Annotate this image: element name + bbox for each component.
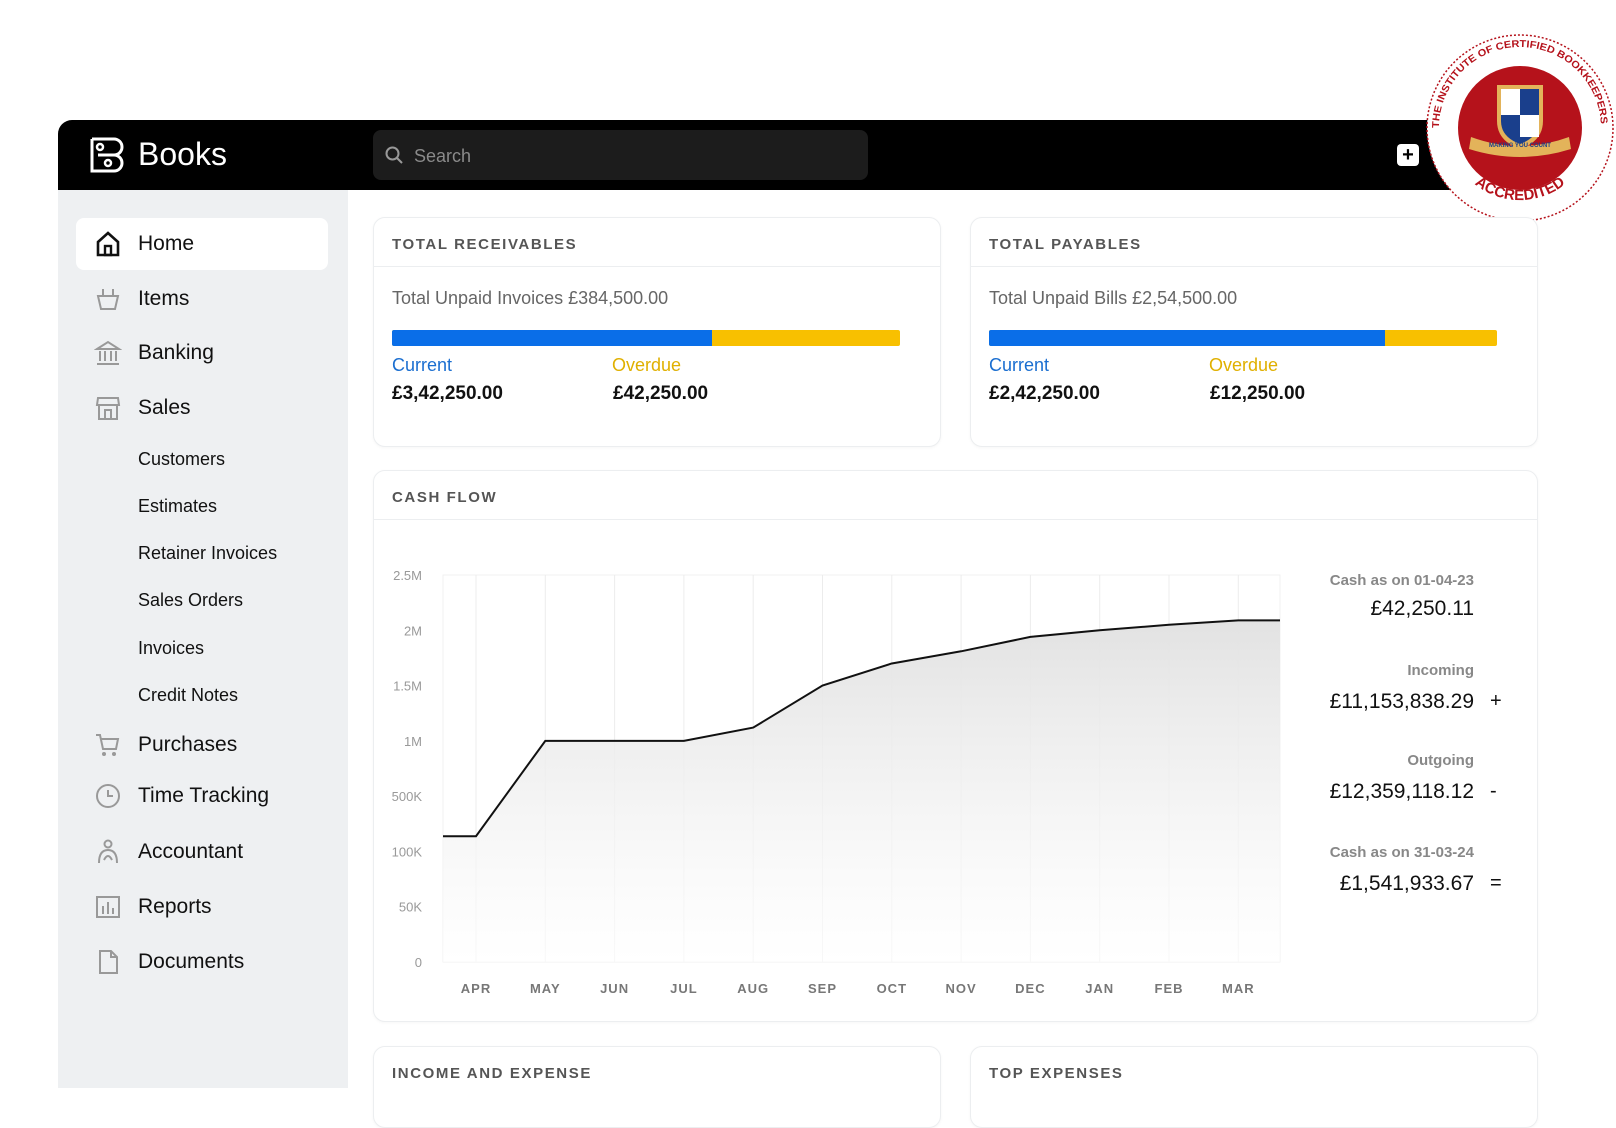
cart-icon xyxy=(94,731,122,759)
overdue-label: Overdue xyxy=(1209,355,1278,376)
overdue-label: Overdue xyxy=(612,355,681,376)
sidebar-item-reports[interactable]: Reports xyxy=(76,885,328,929)
person-icon xyxy=(94,838,122,866)
search-input[interactable] xyxy=(412,138,856,174)
summary-operator: + xyxy=(1490,690,1502,713)
sidebar-item-time-tracking[interactable]: Time Tracking xyxy=(76,774,328,818)
sidebar-item-label: Time Tracking xyxy=(138,784,269,808)
card-title: TOTAL RECEIVABLES xyxy=(392,236,577,253)
overdue-amount: £12,250.00 xyxy=(1210,383,1305,405)
summary-label: Cash as on 31-03-24 xyxy=(1330,844,1474,861)
summary-value: £11,153,838.29 xyxy=(1330,690,1474,714)
sidebar-item-purchases[interactable]: Purchases xyxy=(76,723,328,767)
bank-icon xyxy=(94,339,122,367)
card-title: TOP EXPENSES xyxy=(989,1065,1124,1082)
sidebar-item-label: Estimates xyxy=(138,495,217,517)
summary-operator: - xyxy=(1490,780,1497,803)
document-icon xyxy=(94,948,122,976)
summary-value: £1,541,933.67 xyxy=(1340,872,1474,896)
total-unpaid-bills: Total Unpaid Bills £2,54,500.00 xyxy=(989,288,1237,309)
total-receivables-card: TOTAL RECEIVABLES Total Unpaid Invoices … xyxy=(373,217,941,447)
sidebar-item-customers[interactable]: Customers xyxy=(76,437,328,481)
sidebar-item-label: Invoices xyxy=(138,637,204,659)
sidebar-item-sales-orders[interactable]: Sales Orders xyxy=(76,578,328,622)
basket-icon xyxy=(94,285,122,313)
divider xyxy=(971,266,1537,267)
badge-motto: MAKING YOU COUNT xyxy=(1489,143,1551,149)
search-icon xyxy=(384,145,404,165)
receivables-progress-bar xyxy=(392,330,900,346)
summary-value: £42,250.11 xyxy=(1370,597,1474,621)
divider xyxy=(374,266,940,267)
top-expenses-card: TOP EXPENSES xyxy=(970,1046,1538,1128)
sidebar-item-label: Sales Orders xyxy=(138,589,243,611)
clock-icon xyxy=(94,782,122,810)
cash-flow-card: CASH FLOW xyxy=(373,470,1538,1022)
total-payables-card: TOTAL PAYABLES Total Unpaid Bills £2,54,… xyxy=(970,217,1538,447)
home-icon xyxy=(94,230,122,258)
sidebar-item-label: Credit Notes xyxy=(138,684,238,706)
total-unpaid-invoices: Total Unpaid Invoices £384,500.00 xyxy=(392,288,668,309)
current-amount: £2,42,250.00 xyxy=(989,383,1100,405)
sidebar-item-label: Reports xyxy=(138,895,212,919)
card-title: CASH FLOW xyxy=(392,489,497,506)
sidebar-item-documents[interactable]: Documents xyxy=(76,940,328,984)
app-title: Books xyxy=(138,136,227,173)
divider xyxy=(374,519,1537,520)
summary-operator: = xyxy=(1490,872,1502,895)
current-fill xyxy=(989,330,1385,346)
sidebar-item-label: Home xyxy=(138,232,194,256)
sidebar-item-items[interactable]: Items xyxy=(76,277,328,321)
sidebar-item-retainer-invoices[interactable]: Retainer Invoices xyxy=(76,531,328,575)
summary-value: £12,359,118.12 xyxy=(1330,780,1474,804)
sidebar-item-label: Banking xyxy=(138,341,214,365)
sidebar-item-credit-notes[interactable]: Credit Notes xyxy=(76,673,328,717)
card-title: INCOME AND EXPENSE xyxy=(392,1065,592,1082)
sidebar-item-label: Items xyxy=(138,287,189,311)
sidebar-item-label: Sales xyxy=(138,396,191,420)
sidebar-item-home[interactable]: Home xyxy=(76,218,328,270)
current-label: Current xyxy=(989,355,1049,376)
summary-label: Incoming xyxy=(1407,662,1474,679)
sidebar-item-label: Purchases xyxy=(138,733,237,757)
add-new-button[interactable]: + xyxy=(1397,144,1419,166)
books-logo-icon xyxy=(86,135,126,175)
sidebar-item-label: Retainer Invoices xyxy=(138,542,277,564)
income-expense-card: INCOME AND EXPENSE xyxy=(373,1046,941,1128)
store-icon xyxy=(94,394,122,422)
sidebar-item-label: Customers xyxy=(138,448,225,470)
sidebar-item-estimates[interactable]: Estimates xyxy=(76,484,328,528)
payables-progress-bar xyxy=(989,330,1497,346)
sidebar-item-banking[interactable]: Banking xyxy=(76,331,328,375)
card-title: TOTAL PAYABLES xyxy=(989,236,1142,253)
sidebar-item-sales[interactable]: Sales xyxy=(76,386,328,430)
accreditation-badge: MAKING YOU COUNT THE INSTITUTE OF CERTIF… xyxy=(1425,33,1615,223)
sidebar-item-invoices[interactable]: Invoices xyxy=(76,626,328,670)
sidebar-item-label: Documents xyxy=(138,950,244,974)
summary-label: Outgoing xyxy=(1407,752,1474,769)
sidebar-item-accountant[interactable]: Accountant xyxy=(76,830,328,874)
current-label: Current xyxy=(392,355,452,376)
current-fill xyxy=(392,330,712,346)
report-chart-icon xyxy=(94,893,122,921)
current-amount: £3,42,250.00 xyxy=(392,383,503,405)
overdue-amount: £42,250.00 xyxy=(613,383,708,405)
summary-label: Cash as on 01-04-23 xyxy=(1330,572,1474,589)
sidebar-item-label: Accountant xyxy=(138,840,243,864)
